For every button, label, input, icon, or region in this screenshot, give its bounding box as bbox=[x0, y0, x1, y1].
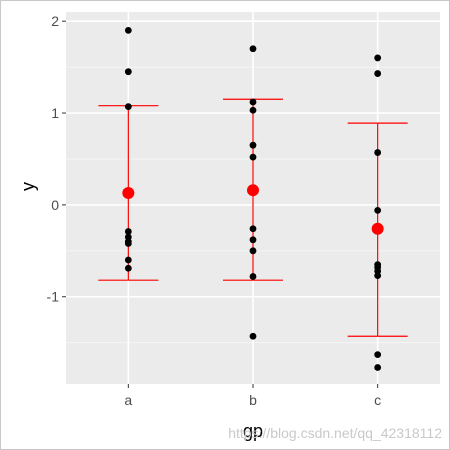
y-axis-title: y bbox=[18, 182, 38, 191]
data-points bbox=[124, 26, 382, 371]
mean-point-b bbox=[247, 184, 259, 197]
data-point-b bbox=[249, 45, 257, 53]
data-point-c bbox=[374, 272, 382, 280]
data-point-c bbox=[374, 149, 382, 156]
data-point-a bbox=[124, 26, 132, 34]
data-point-b bbox=[249, 98, 257, 106]
x-axis-title: gp bbox=[243, 421, 263, 441]
data-point-b bbox=[249, 247, 257, 255]
x-tick-label: b bbox=[249, 392, 257, 408]
mean-points bbox=[122, 184, 384, 235]
axis-ticks: -1 0 1 2 a b c bbox=[47, 13, 382, 408]
x-tick-label: c bbox=[374, 392, 381, 408]
data-point-a bbox=[124, 264, 132, 272]
data-point-a bbox=[124, 240, 132, 247]
data-point-c bbox=[374, 70, 382, 77]
data-point-a bbox=[124, 68, 132, 76]
data-point-b bbox=[249, 236, 257, 244]
data-point-b bbox=[249, 106, 257, 114]
data-point-c bbox=[374, 351, 382, 359]
watermark-text: https://blog.csdn.net/qq_42318112 bbox=[228, 425, 442, 441]
data-point-b bbox=[249, 332, 257, 340]
data-point-b bbox=[249, 225, 257, 233]
mean-point-c bbox=[371, 222, 384, 235]
data-point-b bbox=[249, 273, 257, 280]
y-tick-label: 0 bbox=[51, 197, 59, 213]
data-point-a bbox=[124, 228, 132, 235]
data-point-c bbox=[374, 364, 382, 371]
y-tick-label: 2 bbox=[51, 13, 59, 29]
data-point-b bbox=[249, 141, 257, 149]
y-tick-label: -1 bbox=[47, 289, 60, 305]
data-point-c bbox=[374, 207, 382, 214]
y-tick-label: 1 bbox=[51, 105, 59, 121]
data-point-c bbox=[374, 54, 382, 62]
data-point-b bbox=[249, 153, 257, 161]
data-point-a bbox=[124, 103, 132, 111]
mean-point-a bbox=[122, 186, 135, 199]
x-tick-label: a bbox=[124, 392, 132, 408]
data-point-a bbox=[124, 256, 132, 264]
